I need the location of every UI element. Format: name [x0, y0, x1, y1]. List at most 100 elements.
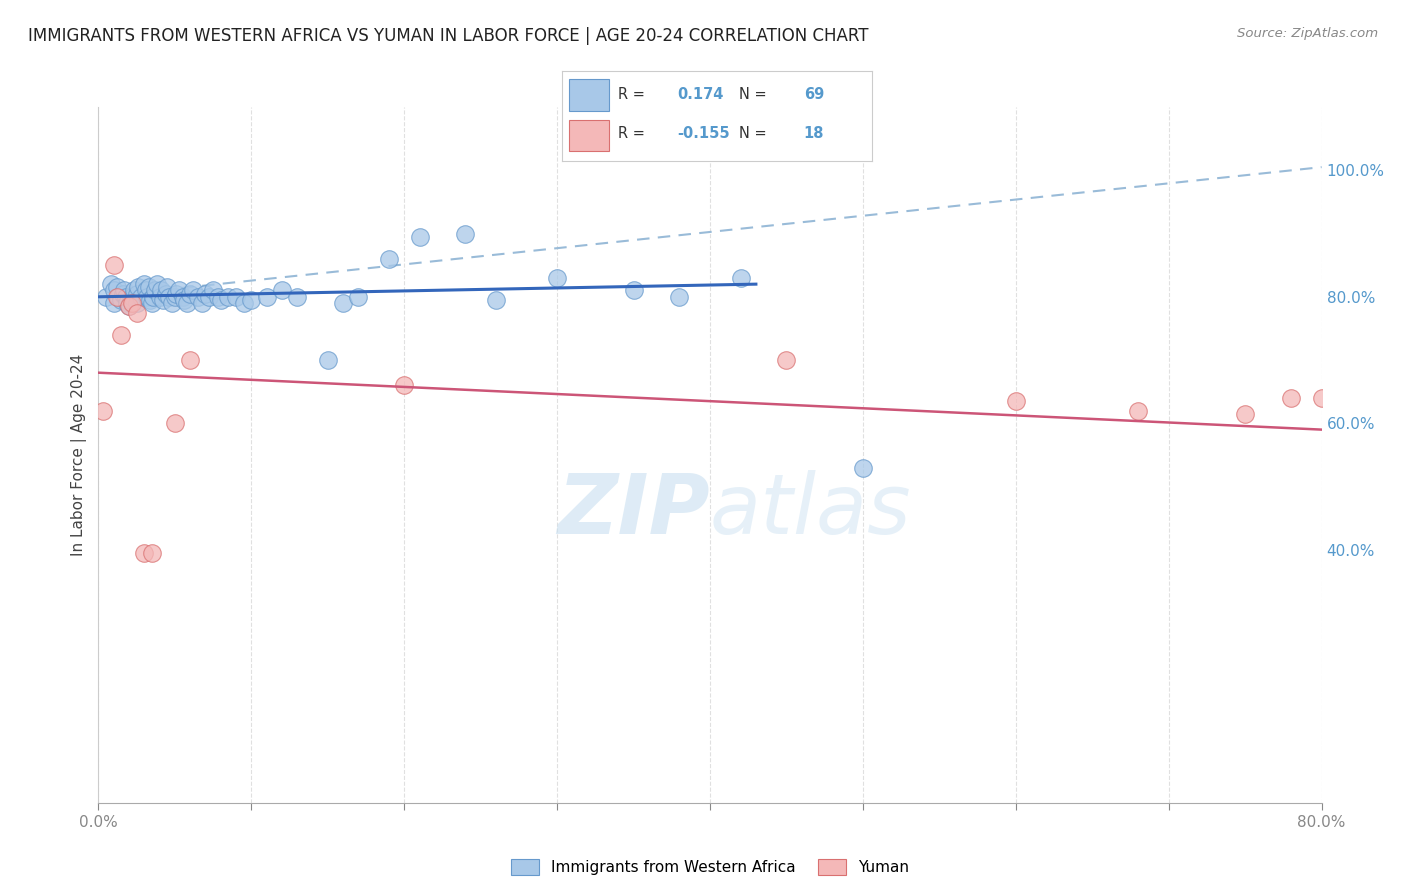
Point: [270, 284, 292, 298]
Point: [169, 284, 191, 298]
Point: [546, 270, 568, 285]
Text: -0.155: -0.155: [676, 127, 730, 141]
Point: [485, 293, 508, 307]
Point: [163, 417, 186, 431]
Text: N =: N =: [738, 87, 766, 102]
Point: [135, 284, 157, 298]
Point: [103, 258, 125, 272]
Point: [225, 290, 247, 304]
Point: [454, 227, 477, 241]
Point: [105, 290, 128, 304]
Point: [392, 378, 416, 392]
Point: [163, 290, 186, 304]
Point: [179, 353, 201, 368]
Point: [209, 293, 232, 307]
Point: [240, 293, 263, 307]
Point: [256, 290, 278, 304]
Point: [157, 290, 180, 304]
Point: [176, 296, 198, 310]
Point: [150, 284, 173, 298]
Point: [125, 305, 148, 319]
Point: [120, 293, 142, 307]
Point: [187, 290, 209, 304]
Point: [121, 290, 143, 304]
Point: [202, 284, 225, 298]
Text: R =: R =: [619, 87, 645, 102]
Point: [347, 290, 370, 304]
Point: [207, 290, 229, 304]
Point: [110, 293, 132, 307]
Text: R =: R =: [619, 127, 645, 141]
Point: [1128, 403, 1150, 417]
Point: [118, 299, 141, 313]
Point: [172, 290, 194, 304]
Point: [1279, 391, 1302, 405]
Point: [122, 284, 145, 298]
Text: IMMIGRANTS FROM WESTERN AFRICA VS YUMAN IN LABOR FORCE | AGE 20-24 CORRELATION C: IMMIGRANTS FROM WESTERN AFRICA VS YUMAN …: [28, 27, 869, 45]
Point: [145, 277, 167, 292]
Point: [408, 229, 430, 244]
Point: [730, 270, 752, 285]
Point: [121, 296, 143, 310]
Point: [668, 290, 690, 304]
Point: [134, 277, 156, 292]
Point: [160, 296, 183, 310]
Point: [127, 280, 149, 294]
Point: [149, 290, 172, 304]
Point: [138, 280, 160, 294]
Y-axis label: In Labor Force | Age 20-24: In Labor Force | Age 20-24: [72, 354, 87, 556]
Point: [156, 280, 179, 294]
Legend: Immigrants from Western Africa, Yuman: Immigrants from Western Africa, Yuman: [510, 859, 910, 875]
Point: [197, 290, 219, 304]
Point: [217, 290, 239, 304]
Point: [118, 299, 141, 313]
Point: [316, 353, 339, 368]
Point: [194, 286, 217, 301]
Point: [332, 296, 354, 310]
Point: [232, 296, 254, 310]
Point: [141, 296, 163, 310]
Point: [111, 286, 134, 301]
FancyBboxPatch shape: [568, 120, 609, 151]
Point: [100, 277, 122, 292]
Text: atlas: atlas: [710, 470, 911, 551]
Point: [623, 284, 645, 298]
Text: 0.174: 0.174: [676, 87, 723, 102]
Point: [285, 290, 308, 304]
Point: [173, 293, 195, 307]
Point: [179, 286, 201, 301]
Point: [139, 293, 162, 307]
Point: [141, 546, 163, 560]
Point: [103, 296, 125, 310]
Point: [181, 284, 204, 298]
Text: Source: ZipAtlas.com: Source: ZipAtlas.com: [1237, 27, 1378, 40]
Point: [134, 546, 156, 560]
Point: [1310, 391, 1333, 405]
Point: [129, 290, 152, 304]
Point: [125, 296, 148, 310]
FancyBboxPatch shape: [568, 79, 609, 111]
Point: [165, 286, 187, 301]
Point: [117, 296, 139, 310]
Point: [152, 293, 174, 307]
Point: [136, 290, 159, 304]
Point: [155, 286, 177, 301]
Point: [110, 327, 132, 342]
Point: [91, 403, 114, 417]
Point: [143, 284, 166, 298]
Point: [142, 290, 165, 304]
Point: [103, 284, 125, 298]
Text: 69: 69: [804, 87, 824, 102]
Point: [125, 286, 148, 301]
Point: [775, 353, 797, 368]
Point: [852, 460, 875, 475]
Point: [1004, 394, 1026, 409]
Point: [115, 290, 138, 304]
Point: [378, 252, 401, 266]
Point: [105, 280, 128, 294]
Text: 18: 18: [804, 127, 824, 141]
Point: [112, 284, 135, 298]
Text: N =: N =: [738, 127, 766, 141]
Point: [191, 296, 214, 310]
Point: [1234, 407, 1257, 421]
